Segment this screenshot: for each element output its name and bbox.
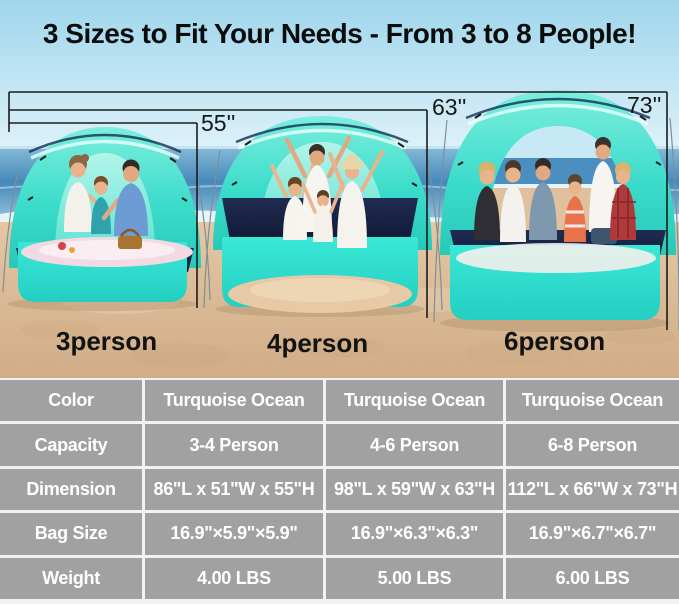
person <box>500 160 526 242</box>
tent-small <box>2 127 211 302</box>
spec-value-capacity-medium: 4-6 Person <box>326 424 503 466</box>
measurement-label-medium: 63'' <box>432 94 467 120</box>
spec-row-label-capacity: Capacity <box>0 424 142 466</box>
person <box>474 161 500 240</box>
person <box>564 174 586 242</box>
spec-value-color-small: Turquoise Ocean <box>145 380 323 422</box>
pole-clips <box>27 155 188 202</box>
person <box>610 162 636 240</box>
canopy-trim-navy <box>465 97 651 120</box>
guy-line <box>195 167 211 301</box>
guy-line <box>669 117 679 330</box>
spec-table: Color Turquoise Ocean Turquoise Ocean Tu… <box>0 378 679 604</box>
tent-large <box>433 90 679 330</box>
spec-value-bag-size-large: 16.9"×6.7"×6.7" <box>506 513 679 555</box>
picnic-basket <box>118 228 142 249</box>
sand-mound-light <box>250 278 390 302</box>
spec-value-weight-large: 6.00 LBS <box>506 557 679 599</box>
measurement-label-large: 73'' <box>627 92 662 118</box>
measurement-label-small: 55'' <box>201 110 236 136</box>
person <box>64 154 108 232</box>
canopy-trim-white <box>237 128 407 150</box>
pole-clips <box>231 140 418 187</box>
beach-scene <box>0 0 679 378</box>
spec-row-label-bag-size: Bag Size <box>0 513 142 555</box>
spec-value-dimension-medium: 98"L x 59"W x 63"H <box>326 468 503 511</box>
spec-value-dimension-small: 86"L x 51"W x 55"H <box>145 468 323 511</box>
spec-row-label-dimension: Dimension <box>0 468 142 511</box>
spec-value-capacity-large: 6-8 Person <box>506 424 679 466</box>
spec-value-capacity-small: 3-4 Person <box>145 424 323 466</box>
guy-line <box>203 149 221 309</box>
measurement-lines <box>8 91 668 330</box>
spec-value-bag-size-small: 16.9"×5.9"×5.9" <box>145 513 323 555</box>
spec-row-label-color: Color <box>0 380 142 422</box>
size-label-large: 6person <box>504 326 606 356</box>
spec-row-label-weight: Weight <box>0 557 142 599</box>
canopy-trim-navy <box>235 122 409 144</box>
person <box>101 159 148 236</box>
person <box>328 150 384 248</box>
spec-value-weight-small: 4.00 LBS <box>145 557 323 599</box>
canopy-trim-navy <box>28 133 182 154</box>
person <box>529 158 557 240</box>
size-label-medium: 4person <box>267 328 369 358</box>
guy-line <box>2 169 19 293</box>
spec-value-dimension-large: 112"L x 66"W x 73"H <box>506 468 679 511</box>
spec-value-weight-medium: 5.00 LBS <box>326 557 503 599</box>
size-label-small: 3person <box>56 326 158 356</box>
picnic-food <box>58 242 92 253</box>
canopy-trim-white <box>30 139 180 160</box>
canopy-trim-white <box>467 103 649 126</box>
guy-line <box>433 119 448 323</box>
person <box>301 180 345 242</box>
pole-clips <box>457 113 662 166</box>
spec-value-color-large: Turquoise Ocean <box>506 380 679 422</box>
guy-line <box>425 149 443 311</box>
beach-photo: 3 Sizes to Fit Your Needs - From 3 to 8 … <box>0 0 679 378</box>
spec-value-color-medium: Turquoise Ocean <box>326 380 503 422</box>
person <box>91 176 111 234</box>
tent-medium <box>203 116 443 313</box>
spec-value-bag-size-medium: 16.9"×6.3"×6.3" <box>326 513 503 555</box>
beach-blanket <box>456 243 656 273</box>
headline: 3 Sizes to Fit Your Needs - From 3 to 8 … <box>42 18 637 49</box>
